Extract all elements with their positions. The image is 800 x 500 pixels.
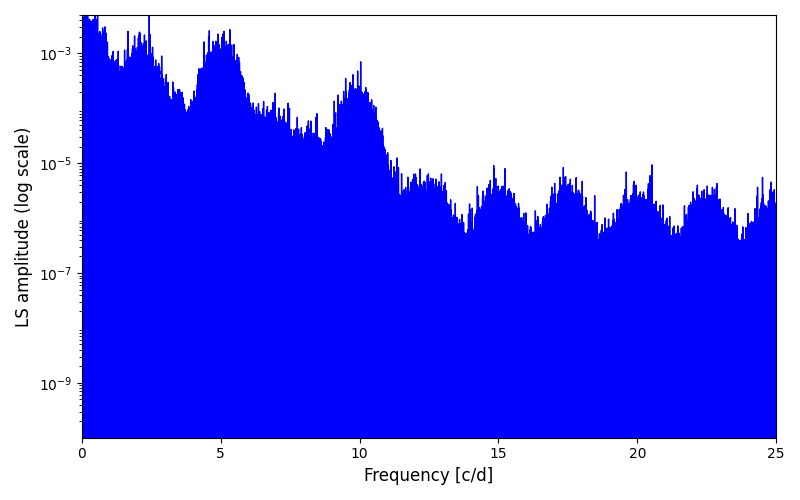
X-axis label: Frequency [c/d]: Frequency [c/d] bbox=[364, 467, 494, 485]
Y-axis label: LS amplitude (log scale): LS amplitude (log scale) bbox=[15, 126, 33, 326]
